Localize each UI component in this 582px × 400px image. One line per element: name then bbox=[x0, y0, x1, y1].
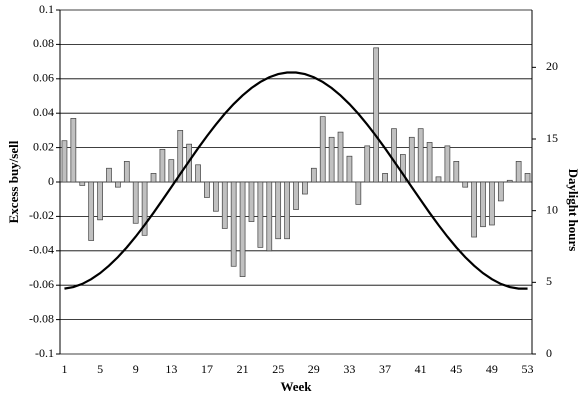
y-tick-label: -0.08 bbox=[29, 311, 54, 325]
bar bbox=[355, 181, 362, 205]
bar bbox=[417, 128, 424, 183]
bar bbox=[70, 118, 77, 183]
x-tick-label: 9 bbox=[133, 362, 139, 376]
y-tick-label: 0.04 bbox=[33, 105, 54, 119]
bar bbox=[159, 148, 166, 183]
y-tick-label: 0 bbox=[48, 174, 54, 188]
bar bbox=[435, 176, 442, 183]
bar bbox=[177, 130, 184, 183]
bar bbox=[462, 181, 469, 188]
y2-tick-label: 0 bbox=[546, 346, 552, 360]
bar bbox=[79, 181, 86, 186]
bar bbox=[195, 164, 201, 183]
bar bbox=[382, 173, 388, 183]
x-tick-label: 1 bbox=[61, 362, 67, 376]
y-axis-label: Excess buy/sell bbox=[6, 140, 21, 223]
bar bbox=[61, 140, 68, 183]
bar bbox=[310, 167, 317, 183]
bar bbox=[248, 181, 255, 222]
y-tick-label: -0.06 bbox=[29, 277, 54, 291]
bar bbox=[471, 181, 477, 238]
bar bbox=[497, 181, 504, 202]
bar bbox=[88, 181, 95, 241]
bar bbox=[364, 145, 371, 183]
y-tick-label: 0.08 bbox=[33, 36, 54, 50]
bar bbox=[221, 181, 228, 229]
bar bbox=[97, 181, 103, 221]
y-tick-label: -0.04 bbox=[29, 243, 54, 257]
y-tick-label: 0.02 bbox=[33, 139, 54, 153]
bar bbox=[506, 179, 513, 183]
x-tick-label: 13 bbox=[165, 362, 177, 376]
bar bbox=[373, 47, 380, 183]
x-tick-label: 45 bbox=[450, 362, 462, 376]
bar bbox=[489, 181, 495, 226]
bar bbox=[230, 181, 237, 267]
line bbox=[64, 71, 528, 290]
bar bbox=[141, 181, 148, 236]
x-tick-label: 41 bbox=[415, 362, 427, 376]
bar bbox=[524, 173, 531, 183]
bar bbox=[150, 173, 157, 183]
y-tick-label: -0.1 bbox=[35, 346, 54, 360]
y2-tick-label: 20 bbox=[546, 59, 558, 73]
bar bbox=[168, 159, 175, 183]
bar bbox=[328, 136, 335, 183]
bar bbox=[212, 181, 219, 212]
bar bbox=[319, 116, 326, 183]
y2-tick-label: 10 bbox=[546, 202, 558, 216]
x-tick-label: 5 bbox=[97, 362, 103, 376]
bar bbox=[284, 181, 290, 240]
bar bbox=[293, 181, 299, 210]
bar bbox=[444, 145, 451, 183]
x-tick-label: 17 bbox=[201, 362, 213, 376]
bar bbox=[106, 167, 112, 183]
bar bbox=[204, 181, 210, 198]
x-tick-label: 33 bbox=[343, 362, 355, 376]
bar bbox=[515, 161, 522, 183]
bar bbox=[123, 161, 130, 183]
y2-tick-label: 5 bbox=[546, 274, 552, 288]
bar bbox=[346, 155, 353, 183]
x-axis-label: Week bbox=[280, 379, 312, 394]
y2-axis-label: Daylight hours bbox=[566, 169, 581, 252]
x-tick-label: 29 bbox=[308, 362, 320, 376]
bar bbox=[266, 181, 273, 252]
bar bbox=[453, 161, 460, 183]
y2-tick-label: 15 bbox=[546, 131, 558, 145]
bar bbox=[337, 131, 344, 183]
x-tick-label: 37 bbox=[379, 362, 391, 376]
x-tick-label: 53 bbox=[522, 362, 534, 376]
bar bbox=[257, 181, 264, 248]
y-tick-label: 0.1 bbox=[39, 2, 54, 16]
bar bbox=[115, 181, 121, 188]
bar bbox=[239, 181, 246, 277]
x-tick-label: 25 bbox=[272, 362, 284, 376]
bar bbox=[426, 142, 433, 183]
bar bbox=[132, 181, 139, 224]
y-tick-label: -0.02 bbox=[29, 208, 54, 222]
bar bbox=[302, 181, 308, 195]
y-tick-label: 0.06 bbox=[33, 71, 54, 85]
bar bbox=[391, 128, 397, 183]
x-tick-label: 49 bbox=[486, 362, 498, 376]
bar bbox=[408, 136, 415, 183]
bar bbox=[400, 154, 406, 183]
x-tick-label: 21 bbox=[237, 362, 249, 376]
bar bbox=[480, 181, 486, 228]
bar bbox=[275, 181, 282, 240]
